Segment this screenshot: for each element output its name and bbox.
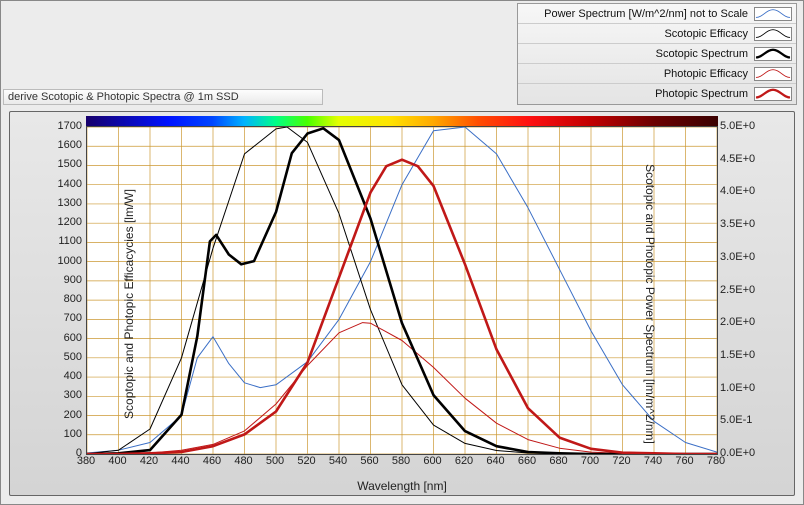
y-right-tick-label: 3.0E+0 [720,251,755,263]
y-left-tick-label: 800 [64,293,82,305]
y-left-tick-label: 400 [64,370,82,382]
plot-container: Scoptopic and Photopic Efficacycies [lm/… [9,111,795,496]
x-tick-label: 760 [675,455,693,467]
legend-panel: Power Spectrum [W/m^2/nm] not to Scale Sc… [517,3,797,105]
y-left-tick-label: 1400 [58,178,82,190]
x-tick-label: 480 [234,455,252,467]
legend-swatch [754,47,792,61]
curves-svg [87,127,717,454]
x-tick-label: 620 [455,455,473,467]
x-tick-label: 420 [140,455,158,467]
legend-row[interactable]: Photopic Spectrum [518,84,796,104]
x-axis-label: Wavelength [nm] [357,479,447,493]
y-left-tick-label: 300 [64,389,82,401]
chart-title: derive Scotopic & Photopic Spectra @ 1m … [8,91,239,103]
legend-row[interactable]: Photopic Efficacy [518,64,796,84]
y-left-tick-label: 1000 [58,255,82,267]
y-left-tick-label: 700 [64,312,82,324]
plot-area [86,126,718,455]
legend-swatch [754,7,792,21]
legend-label: Power Spectrum [W/m^2/nm] not to Scale [522,8,748,20]
y-axis-left-label: Scoptopic and Photopic Efficacycies [lm/… [122,189,136,419]
legend-swatch [754,27,792,41]
legend-label: Scotopic Spectrum [522,48,748,60]
spectrum-bar [86,116,718,126]
y-right-tick-label: 1.0E+0 [720,382,755,394]
x-tick-label: 440 [171,455,189,467]
legend-row[interactable]: Scotopic Efficacy [518,24,796,44]
y-right-tick-label: 2.5E+0 [720,284,755,296]
legend-swatch [754,67,792,81]
x-tick-label: 540 [329,455,347,467]
x-tick-label: 660 [518,455,536,467]
legend-row[interactable]: Power Spectrum [W/m^2/nm] not to Scale [518,4,796,24]
y-right-tick-label: 1.5E+0 [720,349,755,361]
x-tick-label: 580 [392,455,410,467]
x-tick-label: 640 [486,455,504,467]
x-tick-label: 720 [612,455,630,467]
y-right-tick-label: 2.0E+0 [720,316,755,328]
chart-title-bar: derive Scotopic & Photopic Spectra @ 1m … [3,89,323,105]
x-tick-label: 500 [266,455,284,467]
y-left-tick-label: 1200 [58,216,82,228]
y-left-tick-label: 1100 [58,235,82,247]
app-window: Power Spectrum [W/m^2/nm] not to Scale Sc… [0,0,804,505]
x-tick-label: 600 [423,455,441,467]
y-left-tick-label: 100 [64,428,82,440]
x-tick-label: 700 [581,455,599,467]
y-left-tick-label: 500 [64,351,82,363]
x-tick-label: 560 [360,455,378,467]
x-tick-label: 460 [203,455,221,467]
y-left-tick-label: 0 [76,447,82,459]
y-right-tick-label: 5.0E-1 [720,414,752,426]
y-right-tick-label: 3.5E+0 [720,218,755,230]
legend-label: Scotopic Efficacy [522,28,748,40]
y-right-tick-label: 5.0E+0 [720,120,755,132]
legend-swatch [754,87,792,101]
y-left-tick-label: 1500 [58,158,82,170]
y-left-tick-label: 1700 [58,120,82,132]
x-tick-label: 680 [549,455,567,467]
y-right-tick-label: 0.0E+0 [720,447,755,459]
y-left-tick-label: 1300 [58,197,82,209]
y-left-tick-label: 200 [64,409,82,421]
y-left-tick-label: 900 [64,274,82,286]
legend-label: Photopic Spectrum [522,88,748,100]
y-axis-right-label: Scotopic and Photopic Power Spectrum [lm… [643,164,657,444]
y-left-tick-label: 600 [64,332,82,344]
x-tick-label: 400 [108,455,126,467]
y-right-tick-label: 4.5E+0 [720,153,755,165]
legend-label: Photopic Efficacy [522,68,748,80]
x-tick-label: 740 [644,455,662,467]
legend-row[interactable]: Scotopic Spectrum [518,44,796,64]
x-tick-label: 520 [297,455,315,467]
y-right-tick-label: 4.0E+0 [720,185,755,197]
y-left-tick-label: 1600 [58,139,82,151]
